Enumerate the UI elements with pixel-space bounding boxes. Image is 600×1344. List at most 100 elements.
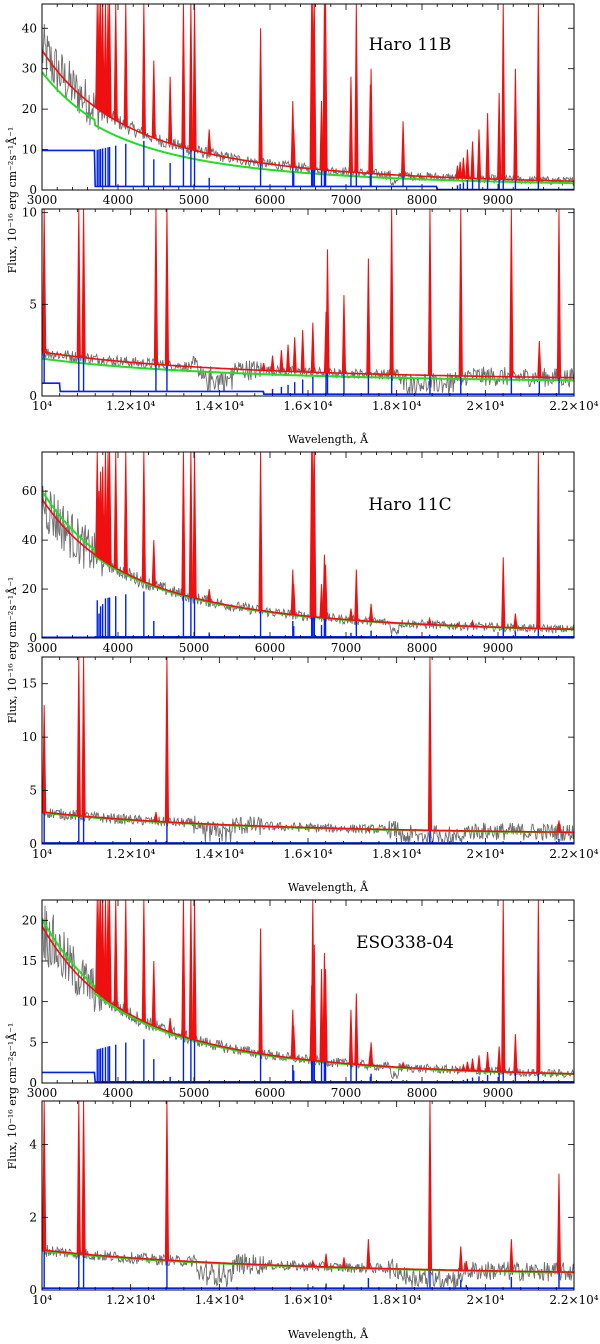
x-tick-label: 4000 xyxy=(103,193,134,207)
x-tick-label: 1.4×10⁴ xyxy=(195,399,244,413)
x-tick-label: 10⁴ xyxy=(32,847,52,861)
x-tick-label: 2.2×10⁴ xyxy=(549,399,598,413)
x-tick-label: 8000 xyxy=(407,1086,438,1100)
emission-line-14 xyxy=(207,588,212,602)
emission-line-9 xyxy=(141,452,146,582)
y-tick-label: 0 xyxy=(29,183,37,197)
emission-line-21 xyxy=(319,969,324,1062)
emission-line-15 xyxy=(258,452,263,611)
emission-line-16 xyxy=(427,209,433,376)
x-tick-label: 7000 xyxy=(331,193,362,207)
x-tick-label: 2.2×10⁴ xyxy=(549,1293,598,1307)
emission-line-13 xyxy=(556,1173,562,1272)
y-tick-label: 10 xyxy=(22,143,37,157)
emission-line-9 xyxy=(292,337,297,372)
y-tick-label: 20 xyxy=(22,582,37,596)
emission-line-20 xyxy=(556,209,562,378)
y-tick-label: 0 xyxy=(29,837,37,851)
emission-line-1 xyxy=(76,209,81,358)
emission-line-21 xyxy=(319,584,324,618)
emission-line-15 xyxy=(258,928,263,1054)
y-tick-label: 30 xyxy=(22,62,37,76)
x-tick-label: 1.2×10⁴ xyxy=(106,399,155,413)
total-fit xyxy=(42,811,574,834)
emission-line-15 xyxy=(366,258,371,374)
x-tick-label: 1.4×10⁴ xyxy=(195,1293,244,1307)
emission-line-34 xyxy=(470,141,475,179)
x-tick-label: 10⁴ xyxy=(32,399,52,413)
emission-line-13 xyxy=(188,900,193,1039)
panel-title: ESO338-04 xyxy=(356,933,454,953)
emission-line-31 xyxy=(465,1061,470,1071)
observed-spectrum xyxy=(42,23,574,187)
emission-line-7 xyxy=(427,657,433,831)
emission-line-35 xyxy=(476,129,482,179)
emission-line-36 xyxy=(501,900,506,1072)
emission-line-30 xyxy=(501,557,506,628)
emission-line-36 xyxy=(485,113,490,179)
emission-line-29 xyxy=(400,121,406,176)
nebular-continuum xyxy=(42,149,574,190)
observed-spectrum xyxy=(42,485,574,636)
emission-line-4 xyxy=(164,657,170,822)
y-tick-label: 2 xyxy=(29,1210,37,1224)
plot-area xyxy=(42,452,574,638)
emission-line-4 xyxy=(301,1263,306,1267)
plot-frame xyxy=(41,451,575,639)
panel-haro11b-optical: 3000 4000 5000 6000 7000 8000 9000 0 10 20 30 40 Har… xyxy=(22,3,575,207)
panel-title: Haro 11B xyxy=(369,35,452,55)
emission-line-20 xyxy=(312,452,317,617)
emission-line-12 xyxy=(188,452,193,598)
emission-line-27 xyxy=(427,616,432,625)
x-tick-label: 6000 xyxy=(255,641,286,655)
emission-line-21 xyxy=(389,209,394,375)
emission-line-3 xyxy=(164,1101,170,1261)
emission-line-24 xyxy=(348,1009,354,1064)
emission-line-6 xyxy=(107,4,112,117)
nebular-continuum xyxy=(42,636,574,638)
x-tick-label: 7000 xyxy=(331,1086,362,1100)
x-tick-label: 10⁴ xyxy=(32,1293,52,1307)
emission-line-31 xyxy=(458,161,463,178)
x-tick-label: 4000 xyxy=(103,641,134,655)
x-tick-label: 9000 xyxy=(483,641,514,655)
emission-line-27 xyxy=(368,1042,374,1066)
emission-line-8 xyxy=(366,1239,371,1269)
emission-line-37 xyxy=(513,1034,518,1073)
emission-line-13 xyxy=(325,249,330,373)
emission-line-14 xyxy=(192,4,197,151)
x-tick-label: 1.6×10⁴ xyxy=(283,399,332,413)
y-tick-label: 0 xyxy=(29,631,37,645)
emission-line-11 xyxy=(181,452,186,596)
x-tick-label: 1.6×10⁴ xyxy=(283,1293,332,1307)
panels-layer: 3000 4000 5000 6000 7000 8000 9000010203040Har… xyxy=(22,3,599,1307)
emission-line-35 xyxy=(497,1046,502,1072)
emission-line-18 xyxy=(291,129,296,167)
emission-line-11 xyxy=(168,76,173,144)
nebular-continuum xyxy=(42,1071,574,1083)
panel-haro11b-nir: 10⁴ 1.2×10⁴ 1.4×10⁴ 1.6×10⁴ 1.8×10⁴ 2×10⁴ 2.2×… xyxy=(22,206,599,413)
emission-line-12 xyxy=(181,4,186,148)
x-tick-label: 2×10⁴ xyxy=(466,399,504,413)
x-tick-label: 1.8×10⁴ xyxy=(372,1293,421,1307)
emission-line-25 xyxy=(348,76,354,173)
x-tick-label: 4000 xyxy=(103,1086,134,1100)
emission-line-10 xyxy=(151,60,156,138)
emission-line-6 xyxy=(107,900,112,1002)
total-fit xyxy=(42,498,574,631)
emission-line-39 xyxy=(513,68,518,180)
emission-line-10 xyxy=(151,960,156,1026)
y-axis-label: Flux, 10⁻¹⁶ erg cm⁻²s⁻¹Å⁻¹ xyxy=(5,127,19,274)
y-tick-label: 15 xyxy=(22,954,37,968)
emission-line-10 xyxy=(300,329,305,372)
emission-line-7 xyxy=(279,350,284,372)
emission-line-8 xyxy=(285,344,291,372)
plot-frame xyxy=(41,3,575,191)
panel-eso338-optical: 3000 4000 5000 6000 7000 8000 9000 0 5 10 15 20 ESO3… xyxy=(22,899,575,1100)
emission-line-8 xyxy=(123,4,128,126)
y-tick-label: 15 xyxy=(22,677,37,691)
panel-haro11c-optical: 3000 4000 5000 6000 7000 8000 9000 0 20 40 60 Haro … xyxy=(22,451,575,655)
emission-line-8 xyxy=(123,900,128,1013)
emission-line-12 xyxy=(181,900,186,1037)
y-tick-label: 40 xyxy=(22,21,37,35)
